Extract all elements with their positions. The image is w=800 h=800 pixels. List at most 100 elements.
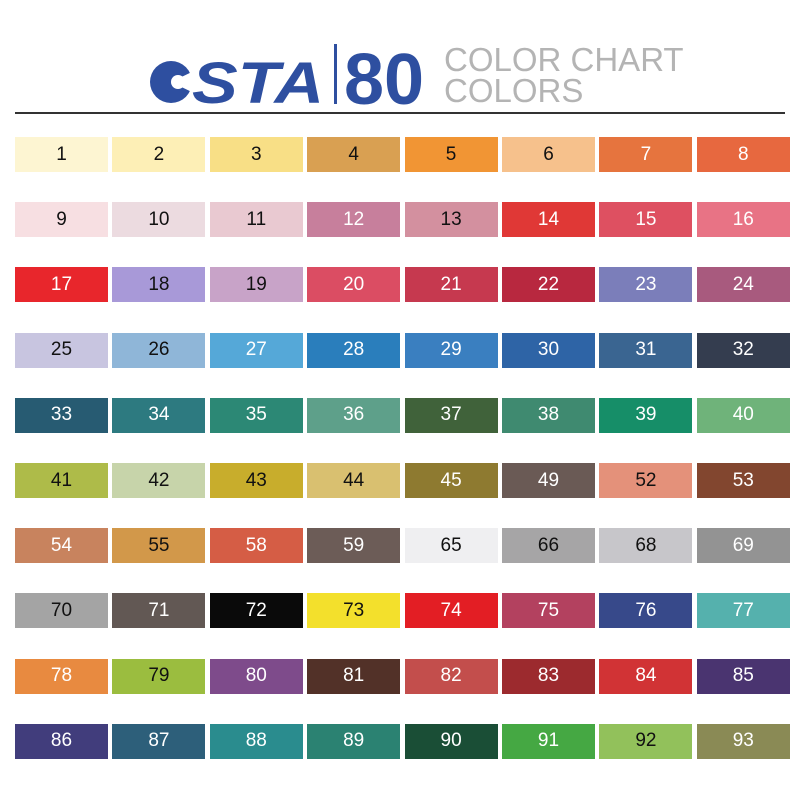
swatch-label: 83 (537, 665, 560, 687)
swatch: 86 (15, 723, 108, 759)
swatch: 12 (307, 202, 401, 238)
swatch-label: 16 (732, 208, 754, 230)
swatch-label: 17 (50, 273, 73, 295)
swatch: 38 (502, 397, 595, 433)
swatch-label: 69 (732, 534, 754, 556)
swatch-label: 36 (343, 404, 365, 426)
swatch-label: 65 (440, 534, 462, 556)
swatch: 85 (696, 658, 790, 694)
swatch: 77 (696, 593, 790, 629)
swatch-label: 92 (635, 730, 657, 752)
swatch: 9 (15, 202, 108, 238)
swatch: 1 (15, 137, 108, 172)
swatch-label: 33 (50, 404, 73, 426)
swatch: 82 (404, 658, 498, 694)
swatch-label: 73 (343, 599, 365, 621)
swatch: 36 (307, 397, 401, 433)
swatch-label: 82 (440, 665, 462, 687)
swatch-label: 28 (343, 339, 365, 361)
swatch-label: 52 (635, 469, 657, 491)
swatch-label: 11 (246, 208, 267, 230)
swatch-label: 53 (732, 469, 754, 491)
swatch: 69 (696, 528, 790, 564)
swatch-label: 75 (537, 599, 560, 621)
swatch-label: 18 (148, 273, 170, 295)
swatch-label: 40 (732, 404, 754, 426)
swatch-label: 49 (537, 469, 560, 491)
swatch: 45 (404, 463, 498, 498)
swatch-label: 68 (635, 534, 657, 556)
swatch-label: 29 (440, 339, 462, 361)
swatch: 27 (209, 332, 303, 368)
swatch: 80 (209, 658, 303, 694)
swatch: 7 (599, 137, 693, 172)
divider (334, 44, 337, 104)
header-rule (15, 112, 785, 114)
swatch: 16 (696, 202, 790, 238)
swatch: 76 (599, 593, 693, 629)
swatch: 28 (307, 332, 401, 368)
swatch: 26 (112, 332, 206, 368)
count: 80 (344, 40, 424, 116)
swatch: 41 (15, 463, 108, 498)
swatch-label: 38 (537, 404, 560, 426)
swatch-label: 9 (56, 208, 67, 230)
swatch-label: 66 (537, 534, 560, 556)
swatch-label: 45 (440, 469, 462, 491)
swatch: 14 (502, 202, 595, 238)
swatch-label: 27 (245, 339, 267, 361)
swatch-label: 10 (148, 208, 170, 230)
title-line1: COLOR CHART (444, 41, 684, 78)
swatch-label: 87 (148, 730, 170, 752)
swatch-label: 31 (635, 339, 657, 361)
swatch-label: 71 (148, 599, 170, 621)
swatch-label: 43 (245, 469, 267, 491)
swatch: 93 (696, 723, 790, 759)
swatch: 33 (15, 397, 108, 433)
swatch: 10 (112, 202, 206, 238)
swatch-label: 44 (343, 469, 365, 491)
swatch-label: 30 (537, 339, 560, 361)
swatch: 65 (404, 528, 498, 564)
swatch: 68 (599, 528, 693, 564)
swatch-label: 79 (148, 665, 170, 687)
swatch: 71 (112, 593, 206, 629)
swatch-label: 22 (537, 273, 560, 295)
swatch: 23 (599, 267, 693, 303)
swatch-label: 74 (440, 599, 462, 621)
swatch-label: 12 (343, 208, 365, 230)
swatch: 11 (209, 202, 303, 238)
swatch-label: 41 (50, 469, 73, 491)
swatch: 20 (307, 267, 401, 303)
swatch-label: 4 (348, 143, 359, 165)
swatch-label: 5 (445, 143, 457, 165)
swatch: 37 (404, 397, 498, 433)
swatch: 17 (15, 267, 108, 303)
swatch: 70 (15, 593, 108, 629)
swatch-label: 76 (635, 599, 657, 621)
swatch-label: 14 (537, 208, 560, 230)
swatch: 58 (209, 528, 303, 564)
swatch-label: 78 (50, 665, 73, 687)
swatch: 4 (307, 137, 401, 172)
swatch-label: 55 (148, 534, 170, 556)
swatch: 34 (112, 397, 206, 433)
swatch: 8 (696, 137, 790, 172)
swatch: 54 (15, 528, 108, 564)
logo-text: STA (192, 51, 324, 116)
swatch: 73 (307, 593, 401, 629)
swatch-label: 37 (440, 404, 462, 426)
swatch-label: 93 (732, 730, 754, 752)
swatch: 22 (502, 267, 595, 303)
swatch: 88 (209, 723, 303, 759)
swatch: 91 (502, 723, 595, 759)
swatch-label: 3 (251, 143, 262, 165)
swatch-label: 25 (50, 339, 73, 361)
swatch: 59 (307, 528, 401, 564)
swatch-label: 39 (635, 404, 657, 426)
swatch-label: 1 (56, 143, 67, 165)
swatch: 83 (502, 658, 595, 694)
swatch-label: 77 (732, 599, 754, 621)
swatch: 55 (112, 528, 206, 564)
swatch-label: 21 (440, 273, 462, 295)
